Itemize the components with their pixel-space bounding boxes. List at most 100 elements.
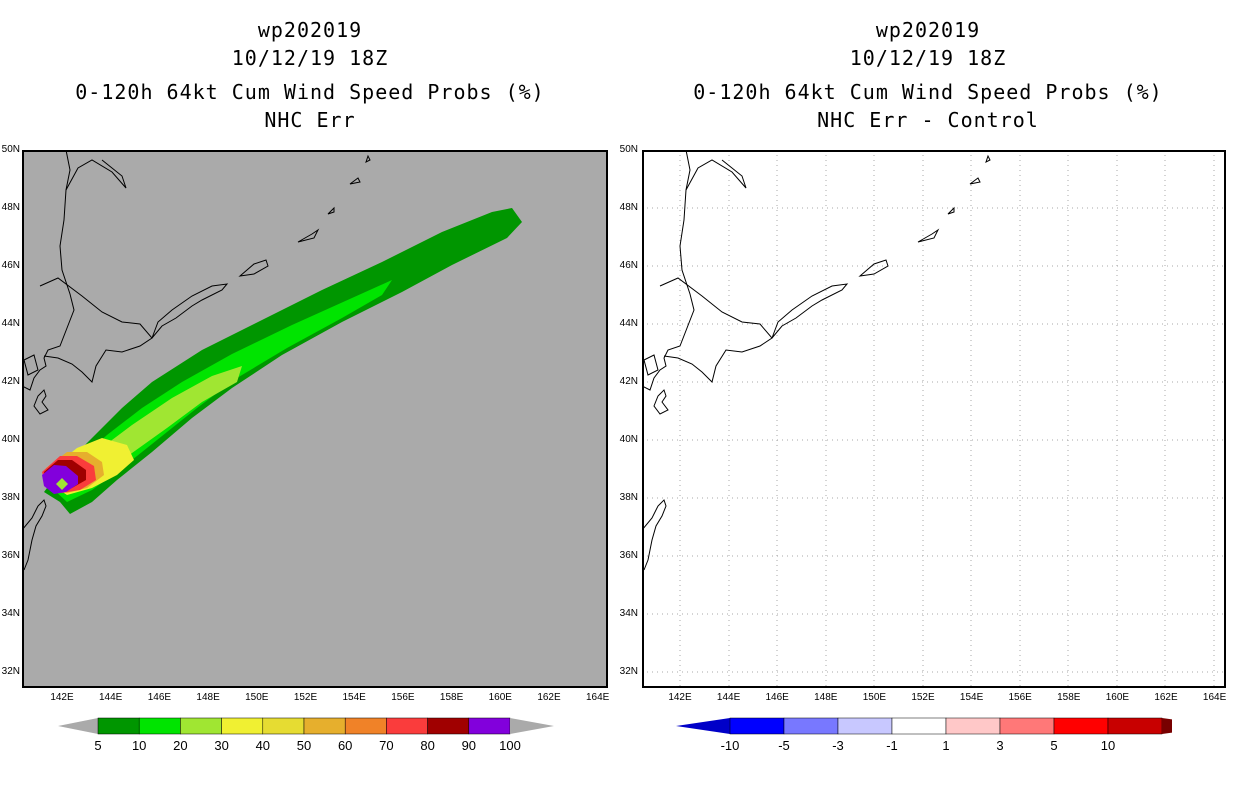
left-lon-label: 150E	[245, 692, 269, 703]
right-lat-label: 34N	[619, 608, 638, 619]
right-lon-label: 152E	[911, 692, 935, 703]
right-lat-label: 48N	[619, 202, 638, 213]
right-lat-label: 50N	[619, 144, 638, 155]
colorbar-tick-label: 10	[131, 738, 147, 753]
right-lat-label: 42N	[619, 376, 638, 387]
left-title-block: wp202019 10/12/19 18Z 0-120h 64kt Cum Wi…	[10, 16, 610, 134]
colorbar-swatch	[729, 717, 785, 735]
colorbar-tick-label: 80	[420, 738, 435, 753]
colorbar-swatch	[303, 717, 346, 735]
colorbar-swatch	[468, 717, 511, 735]
right-lon-label: 144E	[716, 692, 741, 703]
left-map	[22, 150, 608, 688]
left-coastlines	[22, 150, 371, 571]
left-lon-label: 160E	[488, 692, 512, 703]
right-lat-label: 44N	[619, 318, 638, 329]
left-map-panel	[22, 150, 608, 688]
right-cbar-high-arrow	[1162, 718, 1172, 734]
left-lat-label: 48N	[1, 202, 20, 213]
right-lon-label: 146E	[765, 692, 789, 703]
colorbar-tick-label: -10	[720, 738, 740, 753]
colorbar-tick-label: 20	[173, 738, 188, 753]
right-lon-label: 154E	[959, 692, 984, 703]
left-map-frame	[22, 150, 608, 688]
colorbar-swatch	[97, 717, 140, 735]
colorbar-tick-label: 1	[942, 738, 950, 753]
right-subtitle: NHC Err - Control	[817, 108, 1039, 132]
swath-90	[42, 465, 78, 494]
right-lat-label: 46N	[619, 260, 638, 271]
swath-5	[44, 208, 522, 514]
right-cbar-low-arrow	[676, 718, 730, 734]
colorbar-tick-label: 5	[94, 738, 102, 753]
right-lon-label: 150E	[862, 692, 887, 703]
right-lat-label: 38N	[619, 492, 638, 503]
colorbar-tick-label: -3	[832, 738, 844, 753]
left-lon-label: 146E	[147, 692, 172, 703]
left-storm-id: wp202019	[257, 18, 363, 42]
left-lon-label: 154E	[342, 692, 366, 703]
colorbar-tick-label: 60	[337, 738, 353, 753]
left-subtitle: NHC Err	[264, 108, 356, 132]
right-colorbar	[676, 717, 1172, 735]
colorbar-swatch	[891, 717, 947, 735]
right-lat-label: 32N	[619, 666, 638, 677]
right-lon-label: 142E	[668, 692, 692, 703]
right-title-block: wp202019 10/12/19 18Z 0-120h 64kt Cum Wi…	[628, 16, 1228, 134]
right-map	[642, 150, 1226, 688]
left-lat-label: 42N	[1, 376, 20, 387]
left-lat-label: 50N	[1, 144, 20, 155]
left-cbar-high-arrow	[510, 718, 554, 734]
colorbar-swatch	[783, 717, 839, 735]
colorbar-swatch	[262, 717, 305, 735]
left-lon-label: 156E	[391, 692, 415, 703]
swath-eye	[56, 478, 68, 490]
colorbar-tick-label: 70	[379, 738, 394, 753]
right-lon-label: 162E	[1154, 692, 1178, 703]
right-map-background	[642, 150, 1226, 688]
right-coastlines	[642, 150, 991, 571]
left-cbar-low-arrow	[58, 718, 98, 734]
colorbar-swatch	[945, 717, 1001, 735]
left-lat-label: 40N	[1, 434, 20, 445]
left-lon-label: 162E	[537, 692, 561, 703]
right-lon-label: 164E	[1202, 692, 1227, 703]
left-lon-label: 144E	[99, 692, 123, 703]
right-lat-label: 36N	[619, 550, 638, 561]
colorbar-swatch	[180, 717, 222, 735]
left-lon-label: 152E	[293, 692, 318, 703]
right-lon-label: 158E	[1057, 692, 1081, 703]
right-lon-label: 160E	[1105, 692, 1130, 703]
colorbar-tick-label: 40	[255, 738, 271, 753]
colorbar-swatch	[999, 717, 1055, 735]
colorbar-swatch	[221, 717, 264, 735]
right-map-panel	[642, 150, 1226, 688]
right-product-title: 0-120h 64kt Cum Wind Speed Probs (%)	[693, 80, 1163, 104]
left-lat-label: 44N	[1, 318, 20, 329]
colorbar-swatch	[344, 717, 387, 735]
wind-prob-swath	[42, 208, 522, 514]
left-lat-label: 36N	[1, 550, 20, 561]
left-datetime: 10/12/19 18Z	[231, 46, 389, 70]
colorbar-tick-label: -1	[886, 738, 898, 753]
colorbar-tick-label: 3	[996, 738, 1004, 753]
colorbar-swatch	[427, 717, 470, 735]
right-datetime: 10/12/19 18Z	[849, 46, 1007, 70]
left-product-title: 0-120h 64kt Cum Wind Speed Probs (%)	[75, 80, 545, 104]
colorbar-swatch	[138, 717, 181, 735]
colorbar-tick-label: 5	[1050, 738, 1058, 753]
right-cbar-boxes	[676, 717, 1172, 735]
colorbar-tick-label: 100	[499, 738, 521, 753]
colorbar-tick-label: 50	[296, 738, 312, 753]
left-colorbar	[58, 717, 554, 735]
right-storm-id: wp202019	[875, 18, 981, 42]
left-lat-label: 32N	[1, 666, 20, 677]
colorbar-swatch	[1053, 717, 1109, 735]
left-lat-label: 38N	[1, 492, 20, 503]
left-lat-label: 34N	[1, 608, 20, 619]
right-lat-label: 40N	[619, 434, 638, 445]
left-cbar-boxes	[97, 717, 511, 735]
colorbar-swatch	[1107, 717, 1163, 735]
left-lon-label: 164E	[586, 692, 610, 703]
left-lon-label: 142E	[50, 692, 74, 703]
